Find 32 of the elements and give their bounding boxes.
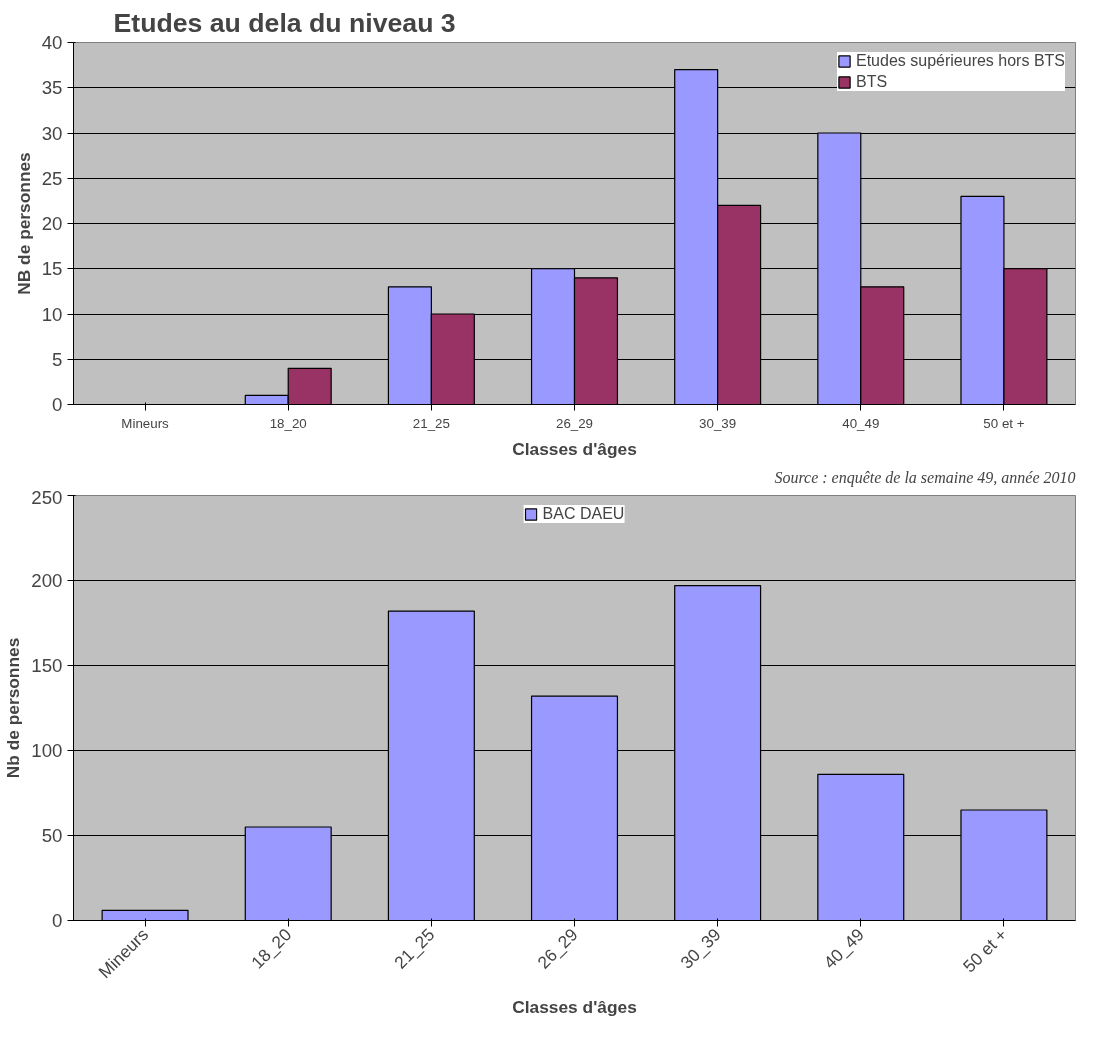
y-tick-label: 50 (41, 825, 63, 846)
x-axis-title: Classes d'âges (512, 997, 637, 1018)
y-tick-label: 0 (52, 910, 63, 931)
legend-label: BTS (856, 73, 888, 91)
y-tick-label: 15 (41, 258, 63, 280)
chart-title: Etudes au dela du niveau 3 (113, 7, 456, 38)
y-tick-label: 30 (41, 122, 63, 144)
y-tick-label: 10 (41, 303, 63, 325)
source-note: Source : enquête de la semaine 49, année 2010 (774, 468, 1076, 487)
y-tick-label: 25 (41, 167, 63, 189)
y-tick-label: 200 (31, 570, 63, 591)
x-axis-title: Classes d'âges (512, 438, 637, 459)
y-tick-label: 250 (31, 486, 63, 508)
x-tick-label: 40_49 (842, 415, 880, 431)
y-tick-label: 35 (41, 77, 63, 99)
y-tick-label: 100 (31, 740, 63, 761)
legend-label: Etudes supérieures hors BTS (856, 52, 1065, 70)
x-tick-label: 50 et + (983, 415, 1025, 431)
x-tick-label: 21_25 (412, 415, 450, 431)
x-tick-label: 30_39 (699, 415, 737, 431)
y-axis-title: Nb de personnes (3, 637, 24, 779)
y-tick-label: 20 (41, 213, 63, 234)
x-tick-label: Mineurs (121, 415, 170, 431)
x-tick-label: 50 et + (959, 924, 1012, 977)
x-tick-label: 26_29 (555, 415, 594, 431)
y-tick-label: 0 (52, 394, 63, 415)
legend-label: BAC DAEU (542, 505, 625, 523)
y-axis-title: NB de personnes (13, 152, 34, 295)
y-tick-label: 150 (31, 655, 63, 676)
y-tick-label: 40 (41, 32, 63, 53)
y-tick-label: 5 (52, 348, 63, 370)
x-tick-label: 18_20 (269, 415, 307, 431)
